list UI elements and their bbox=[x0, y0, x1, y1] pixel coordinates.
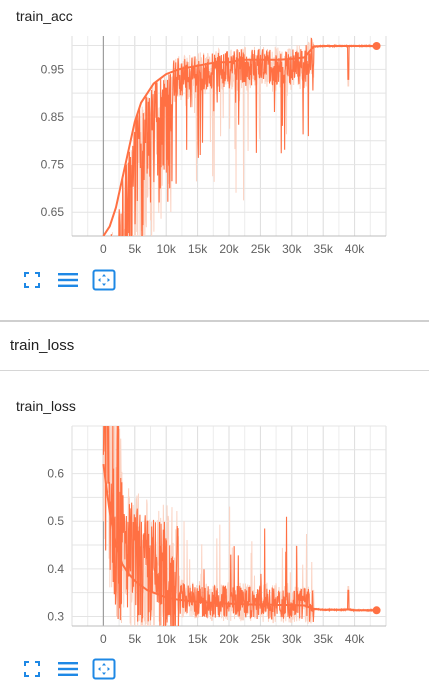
smoothed-series-line bbox=[102, 463, 377, 612]
expand-chart-icon[interactable] bbox=[92, 268, 116, 292]
x-tick-label: 15k bbox=[188, 242, 208, 256]
section-header-divider bbox=[0, 370, 429, 371]
train-acc-chart[interactable]: 0 5k 10k 15k 20k 25k 30k 35k 40k 0.65 0.75 0.85 0.95 bbox=[0, 0, 429, 265]
chart-title-train-loss: train_loss bbox=[16, 398, 76, 414]
x-tick-label: 15k bbox=[188, 632, 208, 646]
x-tick-label: 40k bbox=[345, 632, 365, 646]
y-tick-label: 0.5 bbox=[47, 514, 64, 528]
x-tick-label: 35k bbox=[314, 632, 334, 646]
chart-title-train-acc: train_acc bbox=[16, 8, 73, 24]
x-tick-label: 10k bbox=[157, 632, 177, 646]
x-tick-label: 40k bbox=[345, 242, 365, 256]
train-loss-chart[interactable]: 0 5k 10k 15k 20k 25k 30k 35k 40k 0.3 0.4 0.5 0.6 bbox=[0, 390, 429, 655]
x-tick-label: 0 bbox=[100, 242, 107, 256]
y-tick-label: 0.4 bbox=[47, 562, 64, 576]
fit-to-data-icon[interactable] bbox=[20, 268, 44, 292]
x-tick-label: 20k bbox=[219, 242, 239, 256]
x-tick-label: 35k bbox=[314, 242, 334, 256]
series-end-marker bbox=[372, 606, 381, 615]
y-tick-label: 0.65 bbox=[41, 205, 65, 219]
y-tick-label: 0.6 bbox=[47, 467, 64, 481]
section-divider bbox=[0, 320, 429, 322]
train-acc-toolbar bbox=[20, 268, 116, 292]
x-tick-label: 5k bbox=[128, 242, 142, 256]
y-tick-label: 0.75 bbox=[41, 158, 65, 172]
x-tick-label: 30k bbox=[282, 242, 302, 256]
fit-to-data-icon[interactable] bbox=[20, 657, 44, 681]
section-header-train-loss[interactable]: train_loss bbox=[10, 337, 75, 354]
x-tick-label: 25k bbox=[251, 632, 271, 646]
x-tick-label: 20k bbox=[219, 632, 239, 646]
train-loss-toolbar bbox=[20, 657, 116, 681]
y-tick-label: 0.85 bbox=[41, 110, 65, 124]
y-tick-label: 0.3 bbox=[47, 609, 64, 623]
x-tick-label: 25k bbox=[251, 242, 271, 256]
series-end-marker bbox=[372, 42, 381, 50]
x-tick-label: 10k bbox=[157, 242, 177, 256]
y-tick-label: 0.95 bbox=[41, 62, 65, 76]
toggle-log-scale-icon[interactable] bbox=[56, 268, 80, 292]
x-tick-label: 5k bbox=[128, 632, 142, 646]
smoothed-series-line bbox=[102, 45, 377, 236]
x-tick-label: 30k bbox=[282, 632, 302, 646]
toggle-log-scale-icon[interactable] bbox=[56, 657, 80, 681]
expand-chart-icon[interactable] bbox=[92, 657, 116, 681]
x-tick-label: 0 bbox=[100, 632, 107, 646]
